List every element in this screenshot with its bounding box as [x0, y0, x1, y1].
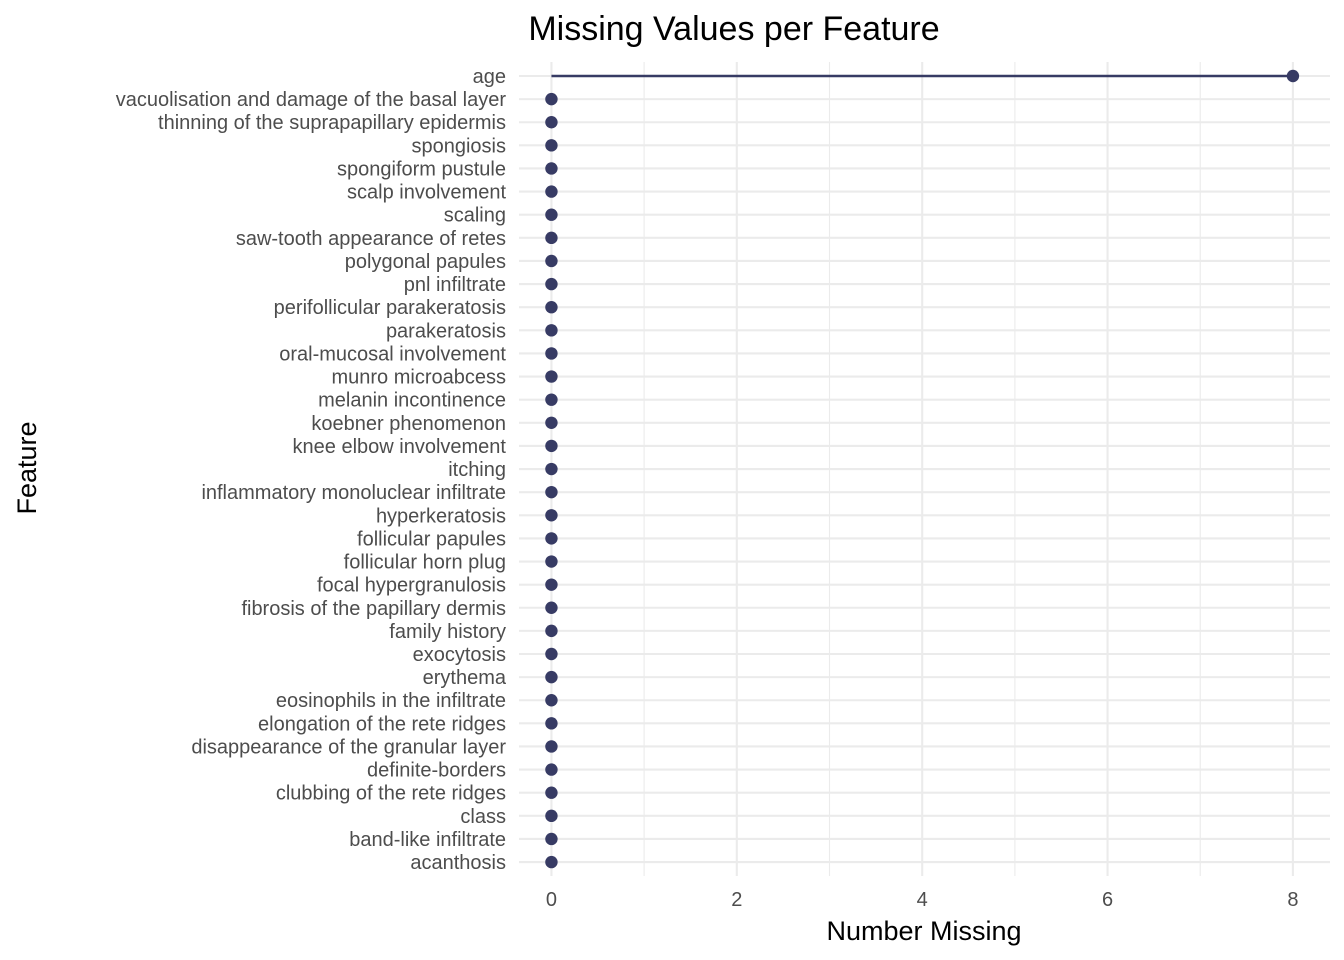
y-tick-label: follicular horn plug — [344, 552, 506, 574]
y-tick-label: follicular papules — [357, 528, 506, 550]
y-tick-label: scaling — [444, 205, 506, 227]
data-point — [545, 509, 558, 522]
data-point — [545, 694, 558, 707]
data-point — [545, 832, 558, 846]
data-point — [545, 647, 558, 661]
data-point — [545, 347, 558, 360]
data-point — [545, 139, 558, 152]
data-point — [545, 786, 558, 799]
data-point — [545, 116, 558, 129]
y-tick-label: disappearance of the granular layer — [191, 736, 506, 758]
data-point — [545, 717, 558, 730]
data-point — [545, 92, 558, 106]
y-tick-label: parakeratosis — [386, 320, 506, 342]
x-tick-label: 4 — [917, 889, 928, 911]
y-tick-label: band-like infiltrate — [349, 829, 506, 851]
y-tick-label: family history — [389, 621, 506, 643]
data-point — [545, 277, 558, 291]
y-tick-label: melanin incontinence — [318, 390, 506, 412]
y-tick-label: class — [460, 806, 506, 828]
y-tick-label: koebner phenomenon — [311, 413, 506, 435]
y-tick-label: exocytosis — [413, 644, 506, 666]
data-point — [545, 578, 558, 591]
data-point — [545, 231, 558, 245]
data-point — [545, 254, 558, 268]
data-point — [1286, 69, 1300, 83]
data-point — [545, 370, 558, 383]
y-tick-label: polygonal papules — [345, 251, 506, 273]
data-point — [545, 555, 558, 568]
y-tick-label: thinning of the suprapapillary epidermis — [158, 112, 506, 134]
lollipop-points — [545, 69, 1300, 869]
y-tick-label: oral-mucosal involvement — [279, 343, 506, 365]
data-point — [545, 185, 558, 198]
x-tick-label: 6 — [1102, 889, 1113, 911]
y-tick-label: spongiform pustule — [337, 158, 506, 180]
x-axis-tick-labels: 0 2 4 6 8 — [546, 889, 1299, 911]
x-axis-title: Number Missing — [826, 916, 1021, 946]
data-point — [545, 208, 558, 221]
y-tick-label: saw-tooth appearance of retes — [236, 228, 506, 250]
y-tick-label: definite-borders — [367, 760, 506, 782]
data-point — [545, 670, 558, 684]
y-tick-label: pnl infiltrate — [404, 274, 506, 296]
x-tick-label: 2 — [731, 889, 742, 911]
y-tick-label: itching — [448, 459, 506, 481]
x-tick-label: 0 — [546, 889, 557, 911]
data-point — [545, 485, 558, 499]
y-tick-label: focal hypergranulosis — [317, 575, 506, 597]
data-point — [545, 809, 558, 823]
y-tick-label: knee elbow involvement — [293, 436, 507, 458]
y-tick-label: erythema — [423, 667, 507, 689]
y-tick-label: age — [473, 66, 506, 88]
data-point — [545, 763, 558, 776]
data-point — [545, 624, 558, 638]
y-tick-label: acanthosis — [410, 852, 506, 874]
data-point — [545, 855, 558, 869]
data-point — [545, 416, 558, 429]
data-point — [545, 439, 558, 453]
y-tick-label: vacuolisation and damage of the basal la… — [116, 89, 507, 111]
data-point — [545, 740, 558, 753]
y-tick-label: scalp involvement — [347, 182, 506, 204]
data-point — [545, 532, 558, 545]
y-tick-label: perifollicular parakeratosis — [274, 297, 506, 319]
y-tick-label: fibrosis of the papillary dermis — [241, 598, 506, 620]
data-point — [545, 601, 558, 614]
y-tick-label: clubbing of the rete ridges — [276, 783, 506, 805]
data-point — [545, 324, 558, 337]
data-point — [545, 393, 558, 406]
chart-title: Missing Values per Feature — [528, 10, 939, 48]
y-tick-label: spongiosis — [411, 135, 506, 157]
y-axis-title: Feature — [12, 421, 42, 514]
y-tick-label: hyperkeratosis — [376, 505, 506, 527]
x-tick-label: 8 — [1287, 889, 1298, 911]
data-point — [545, 162, 558, 175]
y-tick-label: elongation of the rete ridges — [258, 713, 506, 735]
y-tick-label: inflammatory monoluclear infiltrate — [201, 482, 506, 504]
y-tick-label: eosinophils in the infiltrate — [276, 690, 506, 712]
data-point — [545, 301, 558, 314]
grid-lines — [519, 62, 1330, 876]
data-point — [545, 462, 558, 476]
y-tick-label: munro microabcess — [331, 367, 506, 389]
lollipop-stems — [551, 74, 1293, 78]
